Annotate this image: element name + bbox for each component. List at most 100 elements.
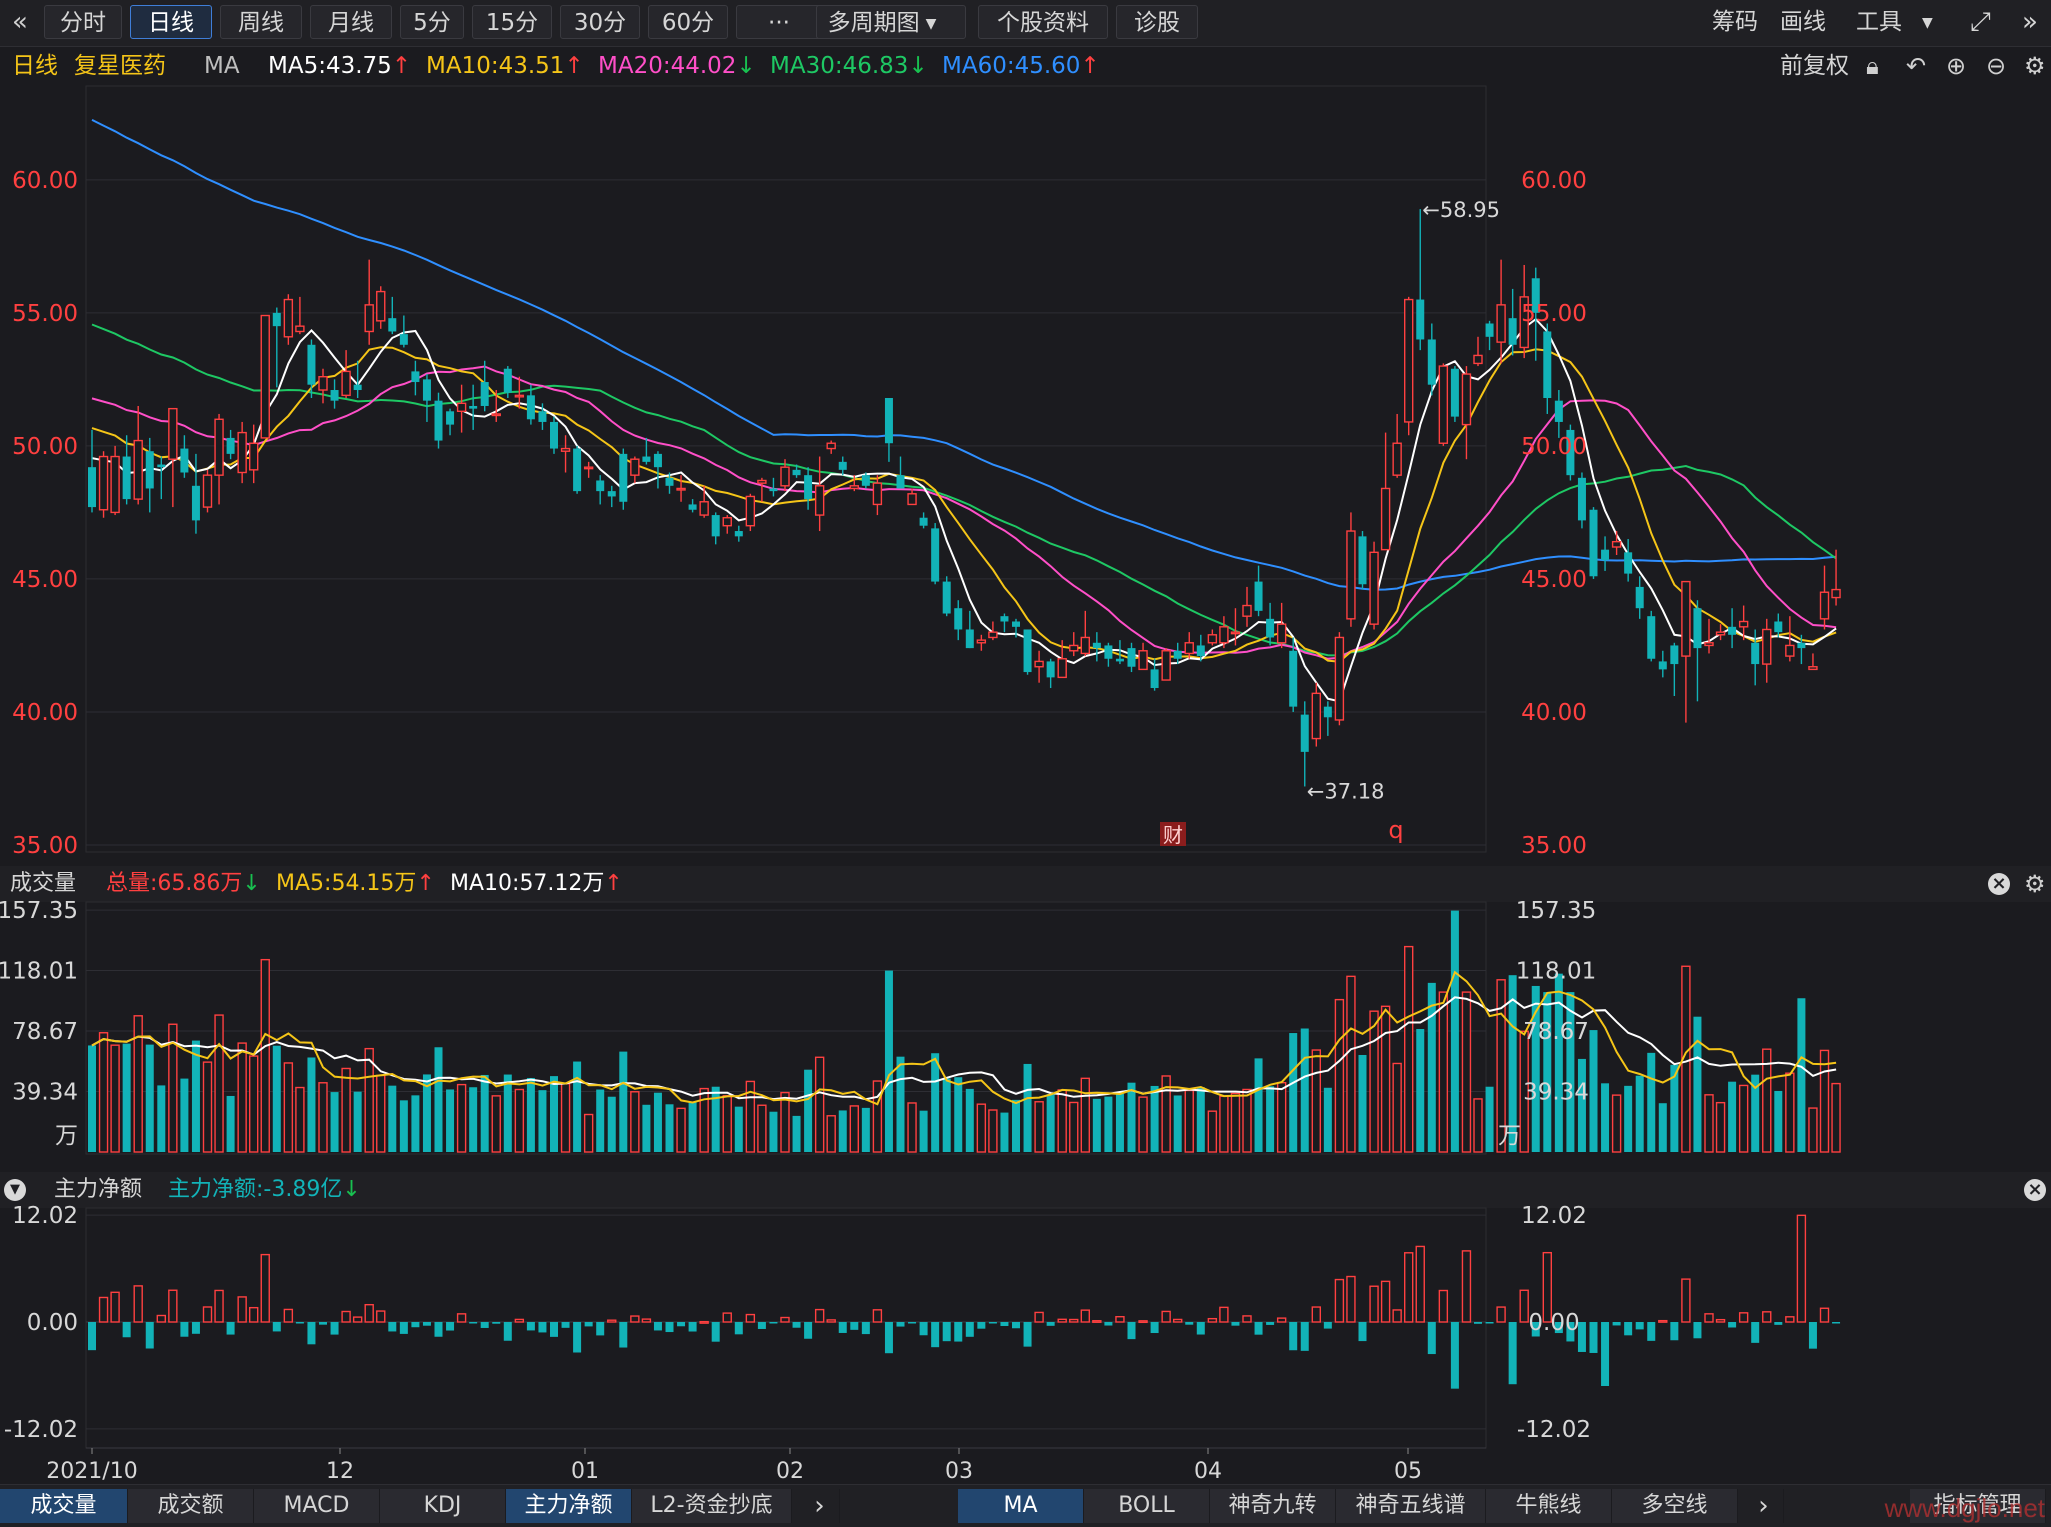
capital-bar-negative <box>711 1322 720 1342</box>
price-tick-left: 35.00 <box>12 833 78 859</box>
capital-bar-positive <box>780 1316 790 1323</box>
indicator-manage-button[interactable]: 指标管理 <box>1910 1489 2046 1523</box>
tab-daily[interactable]: 日线 <box>130 5 212 39</box>
capital-bar-positive <box>1438 1289 1449 1323</box>
capital-bar-positive <box>1369 1285 1379 1323</box>
tab-macd[interactable]: MACD <box>254 1489 380 1523</box>
candle-up <box>248 442 259 471</box>
volume-bar-up <box>1831 1082 1841 1153</box>
ma20-line <box>91 365 1837 660</box>
undo-icon[interactable]: ↶ <box>1906 52 1927 80</box>
capital-bar-negative <box>838 1322 847 1333</box>
candle-down <box>607 491 616 497</box>
capital-bar-positive <box>872 1309 883 1323</box>
tab-kdj[interactable]: KDJ <box>380 1489 506 1523</box>
tab-boll[interactable]: BOLL <box>1084 1489 1210 1523</box>
volume-title[interactable]: 成交量 <box>10 871 77 896</box>
volume-bar-down <box>607 1096 616 1152</box>
capital-bar-negative <box>1358 1322 1367 1342</box>
volume-bar-up <box>630 1091 640 1153</box>
zoom-in-icon[interactable]: ⊕ <box>1946 52 1967 80</box>
capital-bar-negative <box>584 1322 593 1327</box>
zoom-out-icon[interactable]: ⊖ <box>1986 52 2007 80</box>
chevron-right-icon[interactable]: › <box>800 1489 840 1523</box>
candle-up <box>1380 487 1391 551</box>
candle-down <box>954 608 963 630</box>
tab-ma[interactable]: MA <box>958 1489 1084 1523</box>
double-chevron-left-icon[interactable]: « <box>12 7 28 37</box>
candle-up <box>1831 588 1841 599</box>
stock-chart[interactable]: 60.00 60.00 55.00 55.00 50.00 50.00 45.00 45.00… <box>0 0 2051 1484</box>
tab-15min[interactable]: 15分 <box>472 5 552 39</box>
tab-30min[interactable]: 30分 <box>560 5 640 39</box>
gear-icon[interactable]: ⚙ <box>2024 52 2046 80</box>
capital-bar-negative <box>1323 1322 1332 1329</box>
tab-weekly[interactable]: 周线 <box>220 5 302 39</box>
capital-bar-positive <box>641 1318 652 1323</box>
close-icon[interactable]: × <box>1988 873 2010 895</box>
draw-line-button[interactable]: 画线 <box>1780 9 1826 35</box>
chips-button[interactable]: 筹码 <box>1712 9 1758 35</box>
candle-up <box>318 376 328 391</box>
lock-icon[interactable]: 🔒︎ <box>1866 52 1879 80</box>
volume-bar-up <box>1080 1077 1091 1153</box>
capital-bar-positive <box>376 1310 386 1323</box>
tab-magic-five-lines[interactable]: 神奇五线谱 <box>1336 1489 1486 1523</box>
tab-volume[interactable]: 成交量 <box>0 1489 128 1523</box>
volume-bar-up <box>1230 1092 1241 1153</box>
tools-button[interactable]: 工具 ▼ <box>1856 9 1933 35</box>
candle-down <box>1774 621 1783 633</box>
volume-tick-right: 78.67 <box>1523 1019 1589 1045</box>
candle-down <box>804 475 813 500</box>
candle-down <box>711 515 720 537</box>
capital-title[interactable]: 主力净额 <box>54 1177 143 1202</box>
volume-bar-up <box>1242 1088 1252 1153</box>
candle-down <box>226 437 235 454</box>
volume-bar-down <box>538 1090 547 1152</box>
tab-monthly[interactable]: 月线 <box>310 5 392 39</box>
capital-bar-positive <box>1172 1318 1183 1323</box>
volume-bar-down <box>1751 1074 1760 1152</box>
collapse-icon[interactable]: ▼ <box>4 1179 26 1201</box>
volume-bar-down <box>1670 1064 1679 1152</box>
chevron-right-icon[interactable]: › <box>1744 1489 1784 1523</box>
tab-5min[interactable]: 5分 <box>400 5 464 39</box>
diagnose-button[interactable]: 诊股 <box>1116 5 1198 39</box>
capital-bar-negative <box>1601 1322 1610 1386</box>
tab-bull-bear-line[interactable]: 牛熊线 <box>1486 1489 1612 1523</box>
stock-profile-button[interactable]: 个股资料 <box>978 5 1108 39</box>
capital-bar-negative <box>792 1322 801 1328</box>
candle-down <box>1173 650 1182 659</box>
tab-turnover[interactable]: 成交额 <box>128 1489 254 1523</box>
candle-up <box>872 482 883 506</box>
tab-60min[interactable]: 60分 <box>648 5 728 39</box>
capital-bar-negative <box>757 1322 766 1329</box>
volume-bar-down <box>1554 973 1563 1152</box>
candle-up <box>1219 626 1229 644</box>
candle-down <box>330 390 339 401</box>
fullscreen-icon[interactable]: ⤢ <box>1970 7 1991 37</box>
volume-bar-up <box>849 1105 859 1153</box>
tab-long-short-line[interactable]: 多空线 <box>1612 1489 1738 1523</box>
capital-bar-positive <box>1092 1320 1102 1323</box>
tab-magic-nine[interactable]: 神奇九转 <box>1210 1489 1336 1523</box>
ma60-value: MA60:45.60↑ <box>942 53 1100 79</box>
double-chevron-right-icon[interactable]: » <box>2022 7 2038 37</box>
tab-fenshi[interactable]: 分时 <box>44 5 122 39</box>
gear-icon[interactable]: ⚙ <box>2024 870 2046 898</box>
candle-up <box>722 517 732 527</box>
tab-main-capital[interactable]: 主力净额 <box>506 1489 632 1523</box>
stock-name[interactable]: 复星医药 <box>74 53 166 79</box>
more-periods-button[interactable]: ··· <box>736 5 822 39</box>
close-icon[interactable]: × <box>2024 1179 2046 1201</box>
adjust-mode[interactable]: 前复权 <box>1780 53 1849 79</box>
candle-up <box>214 418 224 476</box>
ma30-line <box>91 323 1837 657</box>
volume-bar-down <box>307 1057 316 1152</box>
volume-bar-up <box>1034 1101 1044 1153</box>
indicator-name[interactable]: MA <box>204 53 240 79</box>
multi-period-dropdown[interactable]: 多周期图 ▼ <box>816 5 966 39</box>
tab-l2-capital[interactable]: L2-资金抄底 <box>632 1489 792 1523</box>
candle-up <box>110 455 120 514</box>
volume-bar-down <box>1023 1063 1032 1152</box>
